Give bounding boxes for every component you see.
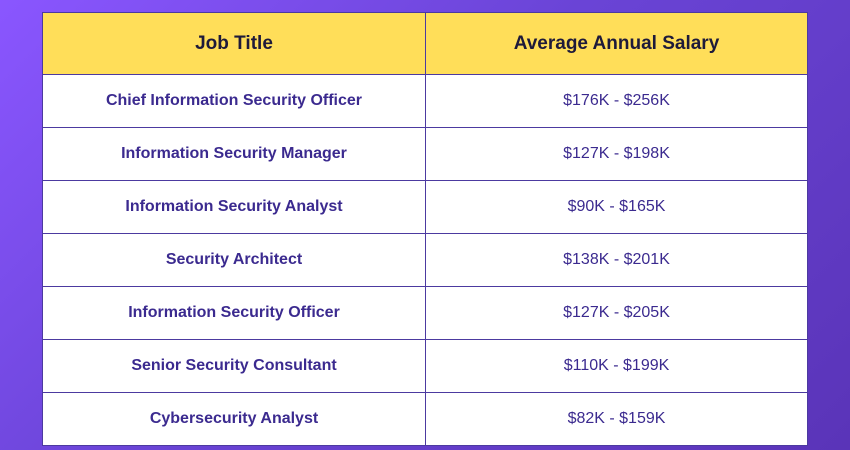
job-title-cell: Information Security Analyst — [125, 198, 343, 215]
salary-table: Job Title Average Annual Salary Chief In… — [42, 12, 808, 446]
job-title-cell: Senior Security Consultant — [131, 357, 337, 374]
table-row: Security Architect $138K - $201K — [43, 233, 807, 286]
table-header-row: Job Title Average Annual Salary — [43, 13, 807, 74]
salary-cell: $110K - $199K — [425, 340, 807, 392]
job-title-cell: Cybersecurity Analyst — [149, 410, 319, 427]
table-row: Chief Information Security Officer $176K… — [43, 74, 807, 127]
table-row: Information Security Analyst $90K - $165… — [43, 180, 807, 233]
table-row: Senior Security Consultant $110K - $199K — [43, 339, 807, 392]
job-title-cell: Information Security Manager — [121, 145, 347, 162]
salary-cell: $82K - $159K — [425, 393, 807, 445]
salary-cell: $90K - $165K — [425, 181, 807, 233]
job-title-cell: Chief Information Security Officer — [105, 92, 363, 109]
table-row: Cybersecurity Analyst $82K - $159K — [43, 392, 807, 445]
job-title-cell: Information Security Officer — [128, 304, 340, 321]
salary-cell: $138K - $201K — [425, 234, 807, 286]
column-header-average-annual-salary: Average Annual Salary — [425, 13, 807, 74]
job-title-cell: Security Architect — [165, 251, 303, 268]
column-header-job-title: Job Title — [195, 32, 273, 54]
salary-cell: $127K - $205K — [425, 287, 807, 339]
table-row: Information Security Officer $127K - $20… — [43, 286, 807, 339]
salary-cell: $176K - $256K — [425, 75, 807, 127]
salary-cell: $127K - $198K — [425, 128, 807, 180]
table-row: Information Security Manager $127K - $19… — [43, 127, 807, 180]
